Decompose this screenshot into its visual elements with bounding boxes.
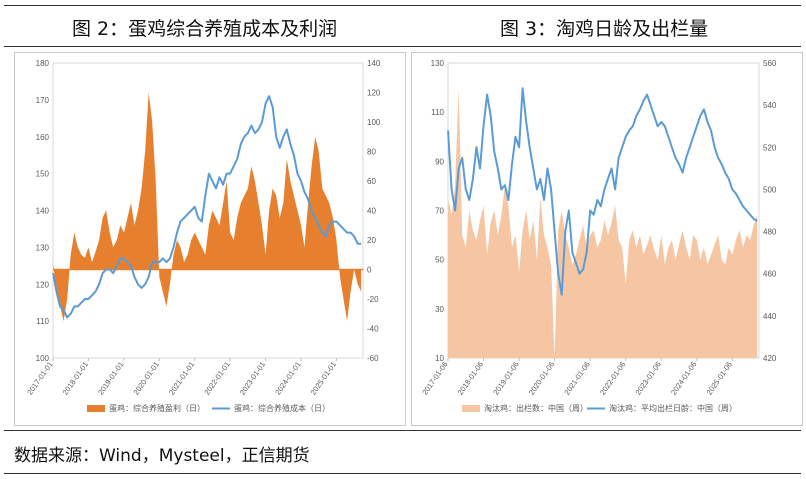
y-left-tick-label: 50 [435, 256, 444, 265]
x-tick-label: 2023-01-01 [238, 360, 267, 397]
y-left-tick-label: 110 [431, 108, 444, 117]
y-right-tick-label: 540 [763, 101, 777, 110]
series-1-line [447, 87, 758, 296]
y-right-tick-label: -40 [367, 325, 379, 334]
y-left-tick-label: 70 [435, 207, 444, 216]
left-chart-panel: 100 110 120 130 140 150 160 170 180 -60 -40 -20 0 20 4… [14, 52, 406, 426]
x-tick-label: 2025-01-01 [309, 360, 338, 397]
data-source: 数据来源：Wind，Mysteel，正信期货 [14, 446, 310, 466]
y-left-tick-label: 130 [431, 59, 445, 68]
x-tick-label: 2017-01-01 [25, 360, 54, 397]
x-tick-label: 2018-01-06 [456, 360, 485, 397]
legend-label: 蛋鸡：综合养殖盈利（日） [109, 403, 205, 413]
y-right-tick-label: 120 [367, 89, 381, 98]
x-tick-label: 2022-01-06 [598, 360, 627, 397]
right-figure-title: 图 3：淘鸡日龄及出栏量 [500, 18, 709, 40]
right-chart-panel: 10 30 50 70 90 110 130 420 440 460 480 500 520 540 560… [411, 52, 803, 426]
y-right-tick-label: 420 [763, 354, 777, 363]
y-right-tick-label: 40 [367, 207, 376, 216]
y-right-tick-label: 140 [367, 59, 381, 68]
series-0-area [53, 92, 362, 322]
y-left-tick-label: 170 [36, 96, 50, 105]
y-left-tick-label: 150 [36, 170, 50, 179]
x-tick-label: 2024-01-01 [273, 360, 302, 397]
x-tick-label: 2020-01-06 [527, 360, 556, 397]
x-tick-label: 2021-01-06 [562, 360, 591, 397]
left-figure-title: 图 2：蛋鸡综合养殖成本及利润 [72, 18, 338, 40]
x-tick-label: 2024-01-06 [669, 360, 698, 397]
y-right-tick-label: 480 [763, 228, 777, 237]
title-rule [4, 46, 801, 47]
y-left-tick-label: 90 [435, 157, 444, 166]
x-tick-label: 2019-01-01 [96, 360, 125, 397]
legend-swatch-area [87, 405, 105, 412]
y-left-tick-label: 30 [435, 305, 444, 314]
legend-label: 淘汰鸡：平均出栏日龄：中国（周） [609, 403, 737, 413]
footer-rule [4, 473, 801, 474]
y-right-tick-label: -60 [367, 354, 379, 363]
plot-area [52, 62, 364, 359]
y-right-tick-label: 500 [763, 185, 777, 194]
x-tick-label: 2021-01-01 [167, 360, 196, 397]
x-tick-label: 2017-01-06 [420, 360, 449, 397]
y-left-tick-label: 120 [36, 280, 50, 289]
y-right-tick-label: 460 [763, 270, 777, 279]
y-left-tick-label: 110 [36, 317, 49, 326]
legend-swatch-area [462, 405, 480, 412]
y-left-tick-label: 10 [435, 354, 444, 363]
y-left-tick-label: 140 [36, 207, 50, 216]
y-right-tick-label: 440 [763, 312, 777, 321]
top-rule [4, 5, 801, 6]
series-0-area [448, 87, 758, 358]
x-tick-label: 2020-01-01 [132, 360, 161, 397]
y-right-tick-label: 520 [763, 143, 777, 152]
y-left-tick-label: 100 [36, 354, 50, 363]
legend-label: 淘汰鸡：出栏数：中国（周） [484, 403, 588, 413]
x-tick-label: 2019-01-06 [491, 360, 520, 397]
x-tick-label: 2022-01-01 [202, 360, 231, 397]
y-left-tick-label: 130 [36, 243, 50, 252]
y-right-tick-label: 80 [367, 148, 376, 157]
y-right-tick-label: 100 [367, 118, 381, 127]
y-right-tick-label: 560 [763, 59, 777, 68]
y-right-tick-label: 20 [367, 236, 376, 245]
y-right-tick-label: -20 [367, 295, 379, 304]
y-right-tick-label: 60 [367, 177, 376, 186]
right-chart: 10 30 50 70 90 110 130 420 440 460 480 500 520 540 560… [420, 59, 777, 413]
series-1-line [52, 95, 362, 319]
y-left-tick-label: 180 [36, 59, 50, 68]
bottom-rule [4, 430, 801, 431]
y-right-tick-label: 0 [367, 266, 372, 275]
x-tick-label: 2025-01-06 [705, 360, 734, 397]
y-left-tick-label: 160 [36, 133, 50, 142]
left-chart: 100 110 120 130 140 150 160 170 180 -60 -40 -20 0 20 4… [25, 59, 381, 413]
legend-label: 蛋鸡：综合养殖成本（日） [234, 403, 330, 413]
x-tick-label: 2018-01-01 [61, 360, 90, 397]
x-tick-label: 2023-01-06 [634, 360, 663, 397]
